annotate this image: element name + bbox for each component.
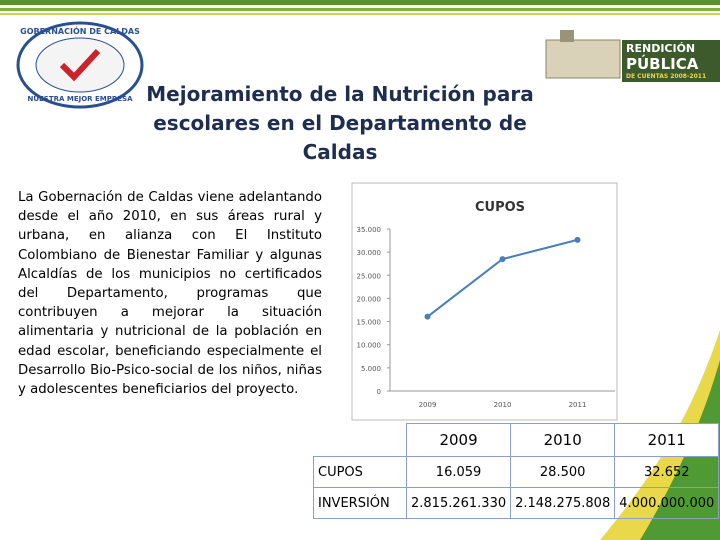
row-label: CUPOS [313,456,407,488]
header-row: 2009 2010 2011 [313,423,720,457]
logo-text: NUESTRA MEJOR EMPRESA [27,95,133,103]
cell: 2.148.275.808 [510,487,616,519]
logo-text: PÚBLICA [626,55,699,73]
cell: 4.000.000.000 [614,487,720,519]
cell: 16.059 [405,456,512,488]
logo-text: RENDICIÓN [626,42,696,55]
column-header: 2010 [510,423,616,457]
logo-text: DE CUENTAS 2008-2011 [626,73,707,80]
y-tick-label: 15.000 [357,319,382,327]
cell: 32.652 [614,456,720,488]
column-header: 2009 [405,423,512,457]
row: CUPOS 16.059 28.500 32.652 [313,456,720,488]
cell: 28.500 [510,456,616,488]
chart-title: CUPOS [475,200,525,215]
column-header: 2011 [614,423,720,457]
row-label: INVERSIÓN [313,487,407,519]
y-tick-label: 10.000 [357,342,382,350]
body-text: La Gobernación de Caldas viene adelantan… [18,190,322,398]
y-tick-label: 30.000 [357,249,382,257]
line-chart: CUPOS 0 5.000 10.000 15.000 20.000 25.000 30.00… [357,200,615,409]
y-tick-label: 5.000 [361,365,381,373]
y-tick-label: 35.000 [357,226,382,234]
corner [313,423,407,457]
x-tick-label: 2010 [494,401,512,409]
x-tick-label: 2009 [419,401,437,409]
slide-title: Mejoramiento de la Nutrición para escola… [146,82,534,164]
logo-text: GOBERNACIÓN DE CALDAS [20,25,140,36]
row: INVERSIÓN 2.815.261.330 2.148.275.808 4.… [313,487,720,519]
y-tick-label: 25.000 [357,272,382,280]
marker [499,256,506,263]
y-tick-label: 20.000 [357,295,382,303]
marker [424,313,431,320]
data-table: 2009 2010 2011 CUPOS 16.059 28.500 32.65… [313,423,720,519]
marker [574,236,581,243]
x-tick-label: 2011 [569,401,587,409]
cell: 2.815.261.330 [405,487,512,519]
logo-right: RENDICIÓN PÚBLICA DE CUENTAS 2008-2011 [622,40,720,82]
y-tick-label: 0 [377,388,381,396]
